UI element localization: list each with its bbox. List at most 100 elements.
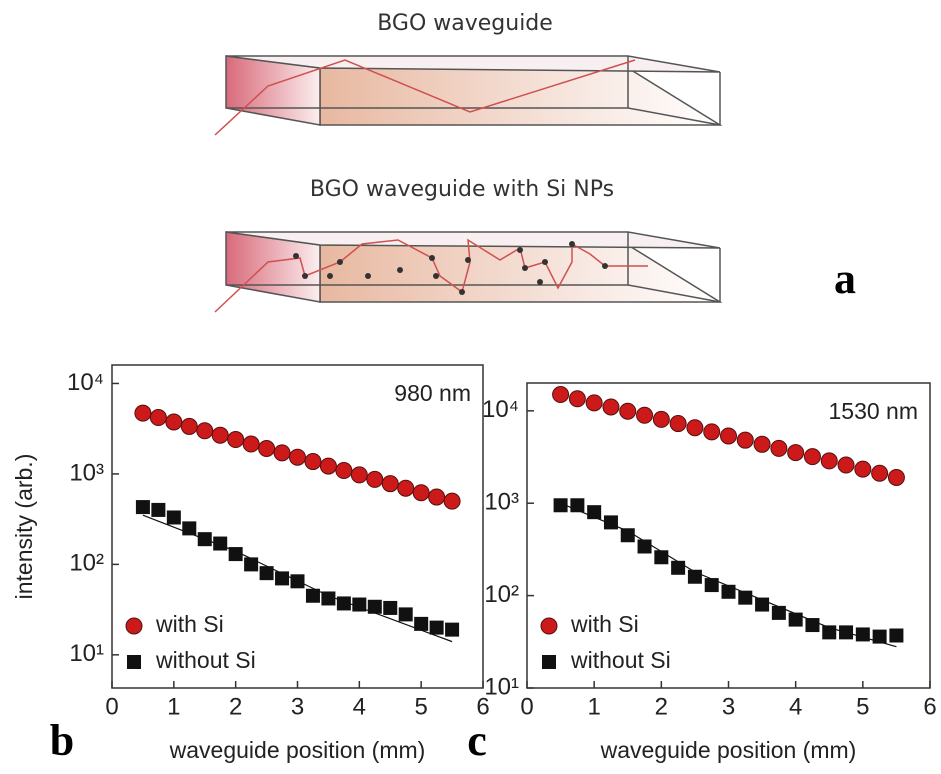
point <box>654 550 669 565</box>
point <box>771 605 786 620</box>
x-tick-label: 5 <box>414 693 427 720</box>
point <box>770 439 788 457</box>
point <box>304 453 322 471</box>
y-axis-label: intensity (arb.) <box>11 454 37 600</box>
point <box>553 498 568 513</box>
x-tick-label: 6 <box>476 693 489 720</box>
point <box>166 510 181 525</box>
point <box>196 422 214 440</box>
point <box>687 569 702 584</box>
point <box>652 410 670 428</box>
point <box>585 394 603 412</box>
point <box>872 629 887 644</box>
point <box>603 515 618 530</box>
point <box>837 456 855 474</box>
y-tick-label: 10¹ <box>69 640 104 667</box>
point <box>787 444 805 462</box>
x-tick-label: 3 <box>722 693 735 720</box>
diagram: BGO waveguide BGO waveguide with Si NPs … <box>214 11 856 313</box>
point <box>637 539 652 554</box>
point <box>397 479 415 497</box>
point <box>352 597 367 612</box>
x-tick-label: 0 <box>520 693 533 720</box>
point <box>871 464 889 482</box>
point <box>552 386 570 404</box>
point <box>803 448 821 466</box>
diagram-title: BGO waveguide <box>377 11 553 36</box>
diagram-title: BGO waveguide with Si NPs <box>310 177 614 202</box>
point <box>822 625 837 640</box>
y-tick-label: 10³ <box>69 459 104 486</box>
point <box>290 574 305 589</box>
point <box>805 618 820 633</box>
x-axis-label: waveguide position (mm) <box>600 737 857 763</box>
point <box>686 419 704 437</box>
point <box>887 468 905 486</box>
point <box>620 528 635 543</box>
point <box>703 423 721 441</box>
point <box>134 404 152 422</box>
point <box>182 521 197 536</box>
waveguide <box>214 55 723 136</box>
point <box>258 440 276 458</box>
point <box>242 435 260 453</box>
point <box>321 591 336 606</box>
point <box>568 390 586 408</box>
annotation: 980 nm <box>394 380 471 406</box>
point <box>788 612 803 627</box>
legend-label: without Si <box>570 647 671 673</box>
point <box>367 599 382 614</box>
point <box>275 571 290 586</box>
point <box>211 426 229 444</box>
point <box>319 457 337 475</box>
panel-label: b <box>50 716 74 765</box>
x-tick-label: 1 <box>167 693 180 720</box>
point <box>412 484 430 502</box>
plot-frame <box>111 364 484 689</box>
point <box>429 620 444 635</box>
x-tick-label: 4 <box>789 693 802 720</box>
point <box>135 500 150 515</box>
point <box>305 588 320 603</box>
point <box>350 466 368 484</box>
point <box>602 398 620 416</box>
point <box>227 431 245 449</box>
point <box>445 622 460 637</box>
point <box>335 462 353 480</box>
legend-marker <box>127 655 141 669</box>
point <box>213 536 228 551</box>
legend-label: without Si <box>155 647 256 673</box>
point <box>721 584 736 599</box>
point <box>428 488 446 506</box>
point <box>244 557 259 572</box>
annotation: 1530 nm <box>828 398 918 424</box>
point <box>336 596 351 611</box>
legend-marker <box>542 655 556 669</box>
point <box>753 435 771 453</box>
legend-marker <box>540 617 558 635</box>
waveguide-np <box>214 231 723 313</box>
point <box>366 470 384 488</box>
x-tick-label: 1 <box>587 693 600 720</box>
point <box>854 460 872 478</box>
point <box>855 627 870 642</box>
x-axis-label: waveguide position (mm) <box>169 737 426 763</box>
point <box>839 625 854 640</box>
legend-marker <box>125 617 143 635</box>
point <box>704 578 719 593</box>
point <box>273 444 291 462</box>
point <box>570 498 585 513</box>
y-tick-label: 10⁴ <box>67 369 104 396</box>
point <box>820 452 838 470</box>
point <box>738 590 753 605</box>
point <box>736 431 754 449</box>
x-tick-label: 2 <box>655 693 668 720</box>
point <box>443 492 461 510</box>
point <box>671 560 686 575</box>
point <box>414 616 429 631</box>
point <box>889 628 904 643</box>
y-tick-label: 10² <box>484 581 519 608</box>
point <box>151 502 166 517</box>
